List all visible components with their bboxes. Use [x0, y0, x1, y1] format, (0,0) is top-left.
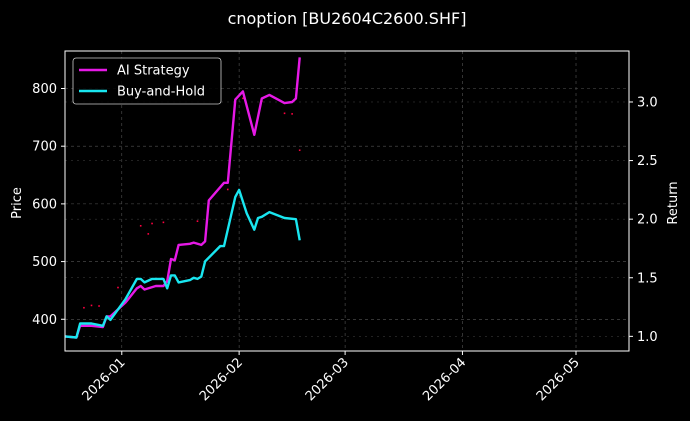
y-axis-left: 400 500 600 700 800	[32, 82, 65, 328]
buy-and-hold-line	[64, 188, 301, 339]
price-marker	[196, 220, 199, 222]
y2-tick-label: 1.0	[637, 330, 658, 345]
y-tick-label: 800	[32, 82, 57, 97]
chart-title: cnoption [BU2604C2600.SHF]	[228, 9, 467, 28]
legend-label: Buy-and-Hold	[117, 85, 205, 100]
grid	[65, 51, 629, 351]
price-marker	[283, 112, 286, 115]
plot-frame	[64, 50, 630, 352]
price-marker	[151, 222, 153, 225]
price-marker	[162, 221, 165, 224]
y2-tick-label: 3.0	[637, 95, 658, 110]
price-marker	[291, 113, 293, 115]
y-tick-label: 600	[32, 197, 57, 212]
y-axis-right: 1.0 1.5 2.0 2.5 3.0	[629, 95, 658, 345]
legend-label: AI Strategy	[117, 64, 190, 79]
price-marker	[98, 305, 100, 307]
price-marker	[242, 97, 244, 100]
price-marker	[139, 225, 142, 227]
price-marker	[298, 149, 301, 152]
y2-tick-label: 2.5	[637, 154, 658, 169]
legend-box	[72, 57, 222, 105]
price-marker	[90, 304, 93, 307]
series-lines	[64, 57, 301, 339]
price-marker	[147, 233, 150, 235]
price-marker	[226, 188, 229, 191]
price-marker	[83, 306, 85, 309]
y-tick-label: 500	[32, 255, 57, 270]
y2-tick-label: 2.0	[637, 213, 658, 228]
y-tick-label: 400	[32, 313, 57, 328]
y2-axis-label: Return	[666, 181, 681, 224]
y2-tick-label: 1.5	[637, 271, 658, 286]
legend: AI Strategy Buy-and-Hold	[72, 57, 222, 105]
price-marker	[117, 286, 119, 289]
y-axis-label: Price	[10, 187, 25, 219]
y-tick-label: 700	[32, 140, 57, 155]
